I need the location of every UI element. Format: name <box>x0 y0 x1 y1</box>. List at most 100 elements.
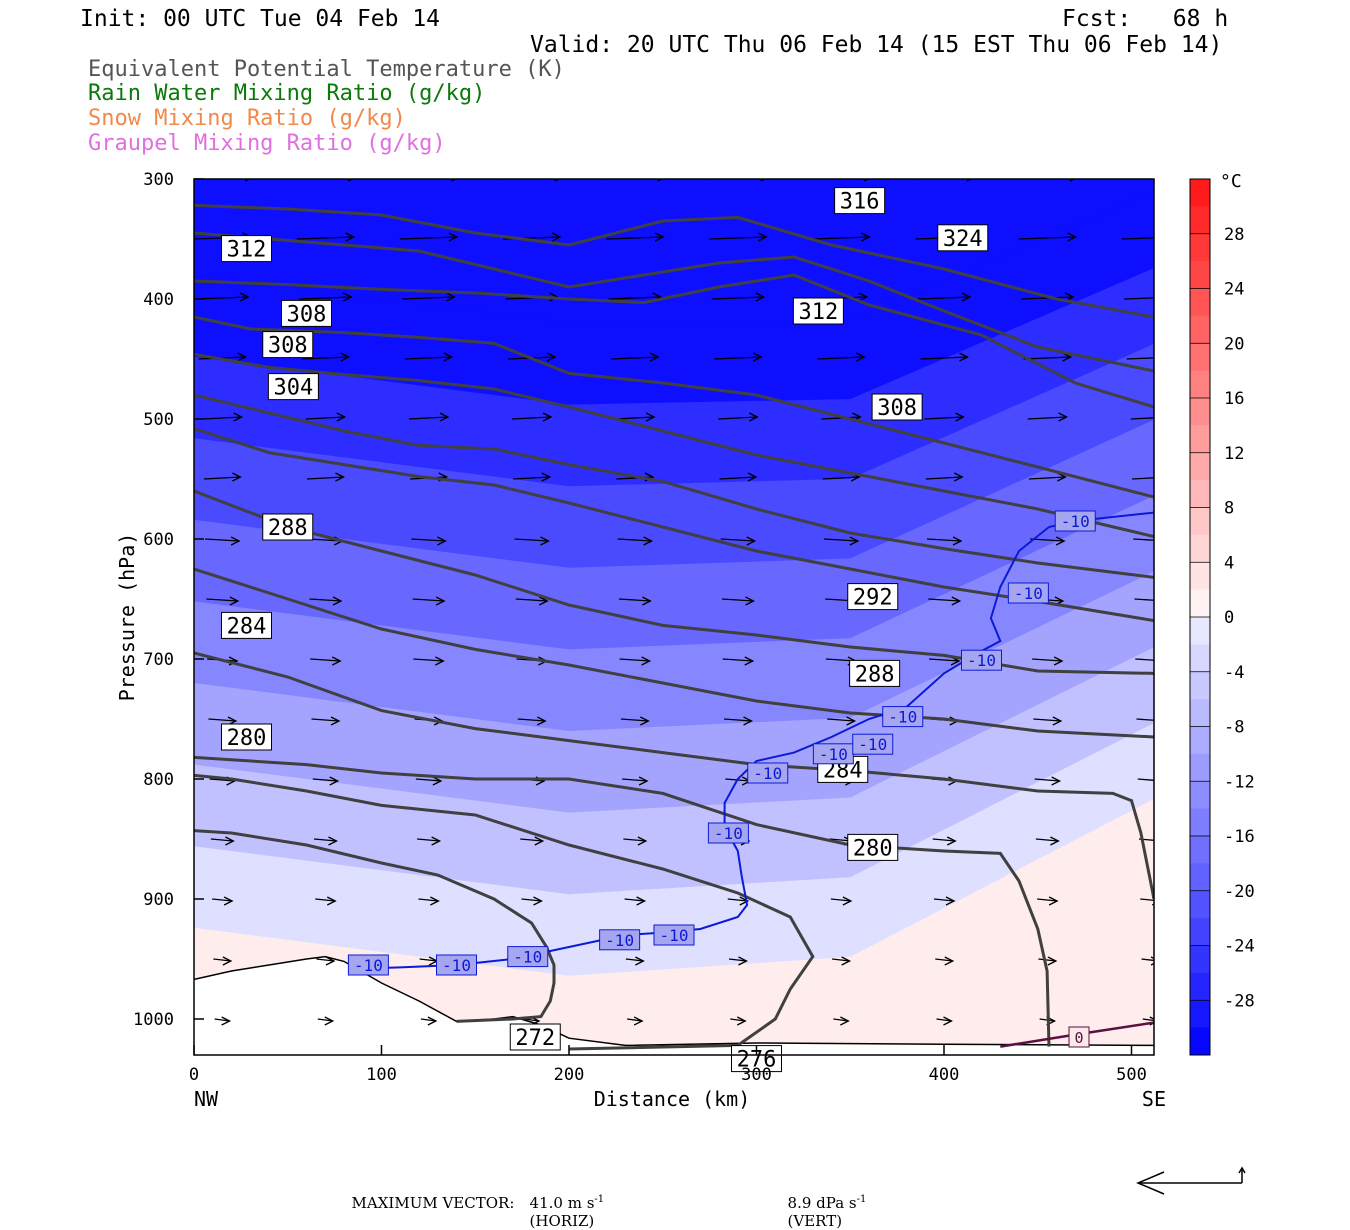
valid-time: Valid: 20 UTC Thu 06 Feb 14 (15 EST Thu … <box>530 32 1223 58</box>
wind-vector <box>711 296 764 300</box>
wind-vector-head <box>230 536 241 546</box>
wind-vector-head <box>1159 537 1167 545</box>
wind-vector <box>935 958 953 962</box>
colorbar-step <box>1190 370 1210 399</box>
theta-e-label: 288 <box>268 516 308 541</box>
init-time: Init: 00 UTC Tue 04 Feb 14 <box>80 6 441 32</box>
colorbar-tick-label: 12 <box>1224 444 1244 464</box>
wind-vector-head <box>1051 776 1062 786</box>
wind-vector-head <box>538 596 549 606</box>
wind-vector-head <box>633 1016 644 1026</box>
isotherm-label: -10 <box>605 931 634 950</box>
colorbar-tick-label: 0 <box>1224 608 1234 628</box>
wind-vector-head <box>1162 413 1170 421</box>
wind-vector <box>402 296 455 300</box>
colorbar-step <box>1190 288 1210 317</box>
wind-vector <box>722 658 753 662</box>
wind-vector <box>203 476 241 480</box>
wind-vector-head <box>222 956 233 966</box>
wind-vector-head <box>431 836 442 846</box>
y-tick-label: 700 <box>143 650 174 670</box>
wind-vector-head <box>1067 232 1078 242</box>
x-tick-label: 500 <box>1116 1065 1147 1085</box>
x-tick-label: 400 <box>929 1065 960 1085</box>
wind-vector-head <box>432 776 443 786</box>
wind-vector <box>822 476 860 480</box>
wind-vector-head <box>945 896 956 906</box>
wind-vector-head <box>642 596 652 606</box>
wind-vector-head <box>551 232 562 242</box>
wind-vector-head <box>1173 173 1181 181</box>
isotherm-label: -10 <box>967 651 996 670</box>
wind-vector <box>627 1018 643 1022</box>
colorbar-step <box>1190 836 1210 864</box>
wind-vector-head <box>738 956 748 966</box>
wind-vector <box>415 778 441 782</box>
wind-vector-head <box>1168 293 1176 301</box>
wind-vector <box>420 1018 436 1022</box>
wind-vector-head <box>239 292 250 302</box>
wind-vector <box>408 416 448 420</box>
theta-e-label-box <box>847 833 899 861</box>
wind-vector <box>1140 898 1154 902</box>
wind-vector <box>924 416 964 420</box>
isotherm-label-box <box>436 954 477 976</box>
wind-vector-head <box>1052 716 1063 726</box>
temperature-shading <box>194 179 1154 1055</box>
wind-vector <box>1028 476 1066 480</box>
wind-vector-head <box>533 896 543 906</box>
isotherm-label: -10 <box>819 745 848 764</box>
wind-vector-head <box>1053 656 1064 666</box>
wind-vector-head <box>752 352 763 362</box>
wind-vector-head <box>952 536 963 546</box>
wind-vector <box>202 416 242 420</box>
wind-vector-head <box>326 896 337 906</box>
x-tick-label: 0 <box>189 1065 199 1085</box>
wind-vector <box>618 598 651 602</box>
wind-vector-head <box>943 1016 953 1026</box>
colorbar-step <box>1190 562 1210 591</box>
wind-vector <box>719 476 757 480</box>
wind-vector <box>418 898 439 902</box>
wind-vector <box>928 658 960 662</box>
y-tick-label: 1000 <box>133 1010 174 1030</box>
theta-e-label: 312 <box>227 238 267 263</box>
vert-tag: (VERT) <box>787 1212 843 1230</box>
wind-vector <box>730 1018 746 1022</box>
theta-e-label: 292 <box>853 586 893 611</box>
wind-vector-head <box>1156 717 1164 725</box>
wind-vector-head <box>636 896 647 906</box>
colorbar-step <box>1190 671 1210 700</box>
wind-vector <box>620 718 649 722</box>
y-tick-label: 900 <box>143 890 174 910</box>
cross-section-plot: 2722762802802842842882882923043083083083… <box>115 170 1255 1195</box>
theta-e-label-box <box>262 513 314 541</box>
wind-vector <box>310 658 341 662</box>
wind-vector-head <box>961 292 972 302</box>
colorbar-tick-label: 28 <box>1224 225 1244 245</box>
colorbar-step <box>1190 644 1210 673</box>
wind-vector-head <box>959 352 969 362</box>
wind-vector-head <box>743 716 753 726</box>
wind-vector <box>511 416 552 420</box>
wind-vector-head <box>448 232 459 242</box>
theta-e-label-box <box>221 723 272 751</box>
wind-vector <box>299 296 352 300</box>
wind-vector <box>936 1018 952 1022</box>
wind-vector-head <box>437 536 447 546</box>
max-vector-label: MAXIMUM VECTOR: <box>342 1176 515 1212</box>
wind-vector-head <box>635 956 645 966</box>
horiz-value: 41.0 m s <box>529 1194 595 1212</box>
x-axis-label: Distance (km) <box>594 1087 751 1111</box>
wind-vector-head <box>540 536 550 546</box>
theta-e-272 <box>194 829 556 1023</box>
wind-vector-head <box>1050 836 1060 846</box>
wind-vector-head <box>324 1016 335 1026</box>
x-tick-label: 200 <box>554 1065 585 1085</box>
wind-vector-head <box>336 412 347 422</box>
wind-vector <box>1027 416 1067 420</box>
colorbar-step <box>1190 206 1210 235</box>
wind-vector-head <box>1055 536 1066 546</box>
wind-vector-head <box>649 352 660 362</box>
wind-vector <box>412 598 445 602</box>
